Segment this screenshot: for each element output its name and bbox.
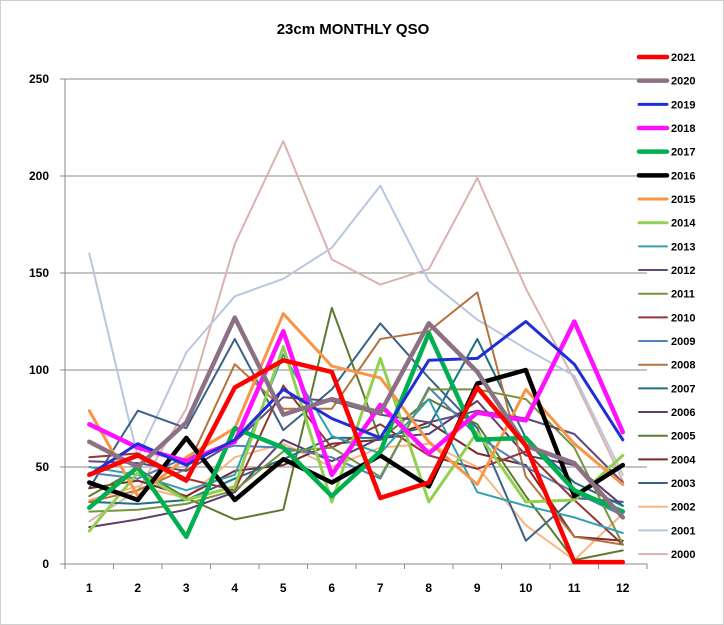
x-tick-label: 4 [231, 581, 238, 595]
series-line-2015 [87, 312, 625, 498]
series-line-2019 [87, 320, 625, 477]
legend-label-2009: 2009 [671, 336, 695, 348]
legend-label-2021: 2021 [671, 52, 695, 64]
legend-label-2000: 2000 [671, 549, 695, 561]
x-tick-label: 5 [280, 581, 287, 595]
legend-label-2010: 2010 [671, 312, 695, 324]
y-tick-label: 150 [29, 266, 49, 280]
series-line-2000 [88, 140, 624, 523]
legend-label-2007: 2007 [671, 383, 695, 395]
series-line-2013 [88, 353, 624, 534]
series-line-2003 [88, 322, 624, 542]
x-tick-label: 9 [474, 581, 481, 595]
x-tick-label: 7 [377, 581, 384, 595]
x-tick-label: 1 [86, 581, 93, 595]
y-tick-label: 50 [36, 460, 50, 474]
legend-label-2014: 2014 [671, 218, 696, 230]
x-tick-label: 11 [568, 581, 581, 595]
legend: 2021 2020 2019 2018 2017 2016 2015 2014 2013 2012… [636, 52, 696, 561]
series-line-2008 [88, 291, 624, 546]
legend-label-2011: 2011 [671, 289, 695, 301]
x-tick-label: 8 [425, 581, 432, 595]
legend-label-2015: 2015 [671, 194, 695, 206]
legend-label-2006: 2006 [671, 407, 695, 419]
x-tick-label: 6 [328, 581, 335, 595]
x-tick-label: 10 [519, 581, 533, 595]
y-tick-label: 200 [29, 169, 49, 183]
x-tick-label: 12 [616, 581, 630, 595]
legend-label-2016: 2016 [671, 170, 695, 182]
legend-label-2002: 2002 [671, 502, 695, 514]
y-tick-label: 0 [42, 557, 49, 571]
legend-label-2018: 2018 [671, 123, 695, 135]
legend-label-2012: 2012 [671, 265, 695, 277]
x-tick-label: 2 [134, 581, 141, 595]
series-line-2016 [87, 367, 626, 503]
legend-label-2004: 2004 [671, 454, 696, 466]
series-line-2020 [87, 315, 626, 520]
series-line-2021 [87, 358, 626, 565]
series-lines [87, 140, 626, 565]
legend-label-2003: 2003 [671, 478, 695, 490]
chart-title: 23cm MONTHLY QSO [277, 21, 430, 38]
y-tick-label: 250 [29, 72, 49, 86]
legend-label-2005: 2005 [671, 431, 695, 443]
legend-label-2019: 2019 [671, 99, 695, 111]
legend-label-2017: 2017 [671, 147, 695, 159]
legend-label-2008: 2008 [671, 360, 695, 372]
series-line-2006 [88, 400, 624, 529]
legend-label-2013: 2013 [671, 241, 695, 253]
legend-label-2020: 2020 [671, 76, 695, 88]
series-line-2001 [88, 184, 624, 476]
legend-label-2001: 2001 [671, 525, 695, 537]
x-tick-label: 3 [183, 581, 190, 595]
y-tick-label: 100 [29, 363, 49, 377]
